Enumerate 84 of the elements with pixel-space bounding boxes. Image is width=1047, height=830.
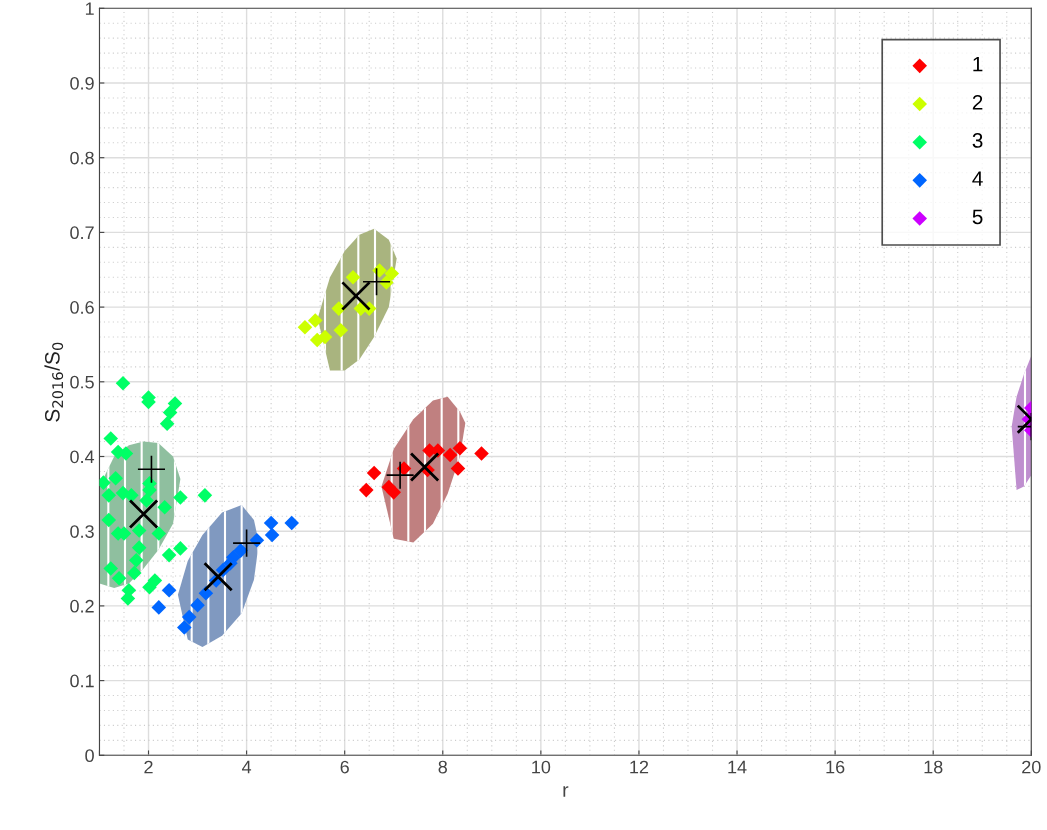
point [409,452,440,482]
y-tick-label: 1 [85,2,94,15]
y-tick-label: 0.6 [70,301,94,314]
y-axis-title: S$_{2016}$/S$_{0}$ [44,342,64,422]
y-tick-label: 0 [85,749,94,763]
x-tick-label: 8 [438,760,448,774]
x-tick-label: 2 [144,760,153,774]
point [137,455,165,483]
y-tick-label: 0.2 [70,599,94,613]
point [233,529,261,557]
point [161,582,177,598]
point [111,570,127,586]
y-tick-label: 0.1 [70,674,94,688]
legend-label: 4 [972,171,983,186]
point [151,526,167,541]
point [366,465,382,481]
point [263,515,279,531]
point [181,609,197,625]
point [128,499,159,529]
point [307,313,323,328]
point [345,269,361,285]
point [101,512,117,528]
point [103,561,119,576]
point [124,488,139,503]
point [147,573,163,588]
point [115,376,131,391]
y-tick-label: 0.5 [70,375,94,389]
point [197,488,213,503]
point [101,488,117,503]
x-tick-label: 14 [728,760,747,774]
point [474,446,489,461]
point [284,515,299,531]
y-tick-label: 0.4 [70,450,95,464]
point [131,540,147,555]
y-tick-label: 0.8 [70,151,94,165]
point [450,461,466,476]
point [161,547,177,563]
point [173,541,188,556]
point [264,527,280,543]
point [372,263,387,278]
point [198,585,214,601]
point [384,266,400,281]
point [139,493,154,508]
point [173,490,188,505]
x-tick-label: 20 [1022,760,1041,774]
point [442,447,458,463]
point [297,319,313,335]
point [162,405,178,420]
point [131,523,147,538]
point [151,600,167,615]
point [452,441,468,456]
point [167,396,183,411]
x-tick-label: 16 [826,760,845,774]
x-tick-label: 18 [924,760,943,774]
legend-label: 2 [972,94,983,110]
legend-label: 3 [972,133,983,148]
point [127,565,142,581]
point [386,485,402,500]
point [190,597,205,613]
point [157,500,172,515]
point [108,470,123,486]
point [203,561,234,592]
y-tick-label: 0.3 [70,525,94,538]
point [333,322,349,338]
point [358,482,374,498]
x-tick-label: 6 [340,760,349,774]
x-tick-label: 12 [630,760,649,774]
legend-label: 1 [973,56,983,72]
x-axis-title: r [563,786,569,797]
point [386,461,414,489]
x-tick-label: 10 [532,760,551,774]
x-tick-label: 4 [241,760,252,774]
point [331,301,347,316]
point [159,416,175,431]
y-tick-label: 0.7 [70,226,94,240]
point [317,329,333,345]
point [103,431,119,446]
point [120,591,136,606]
legend-label: 5 [972,209,983,225]
y-tick-label: 0.9 [70,76,94,90]
point [341,280,371,311]
point [363,268,391,296]
point [177,620,192,635]
point [128,553,144,568]
